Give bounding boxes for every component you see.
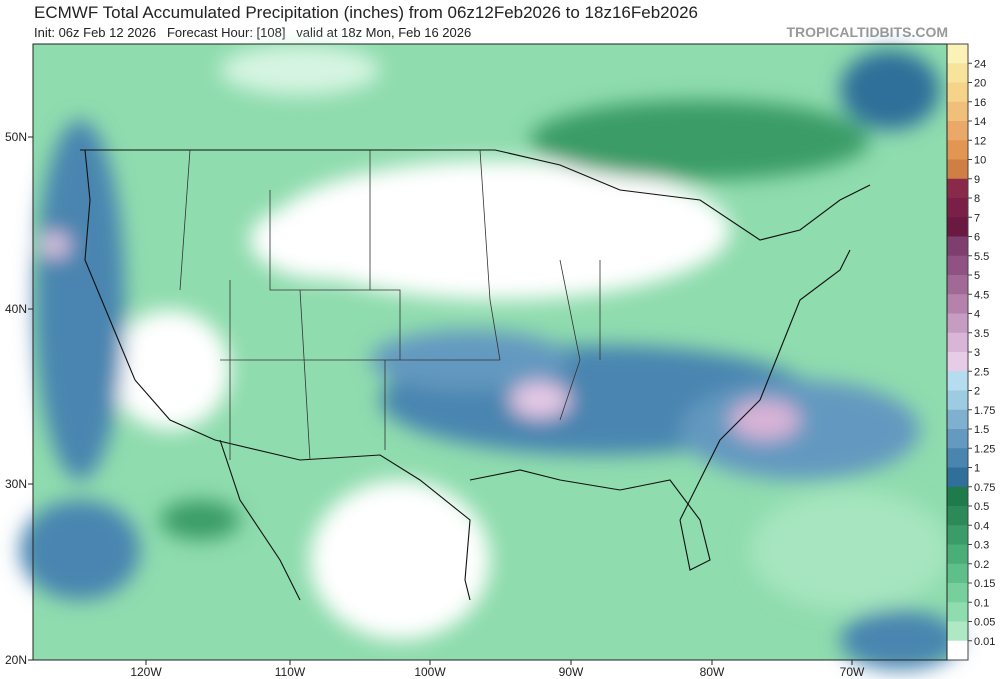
colorbar-swatch (947, 255, 968, 276)
colorbar-label: 1.75 (974, 405, 995, 417)
colorbar: 24 20 16 14 12 10 9 8 7 6 5.5 5 4.5 4 3.5 3 2.5 2 1.75 1.5 1… (946, 43, 995, 661)
subtitle: Init: 06z Feb 12 2026 Forecast Hour: [10… (34, 25, 472, 40)
colorbar-label: 12 (974, 135, 986, 147)
colorbar-swatch (947, 313, 968, 334)
colorbar-label: 14 (974, 116, 986, 128)
colorbar-swatch (947, 621, 968, 642)
colorbar-swatch (947, 486, 968, 507)
colorbar-label: 0.5 (974, 501, 989, 513)
colorbar-label: 1 (974, 463, 980, 475)
lat-label: 30N (5, 477, 27, 491)
colorbar-label: 0.15 (974, 578, 995, 590)
colorbar-swatch (947, 563, 968, 584)
colorbar-label: 4.5 (974, 289, 989, 301)
lon-label: 110W (275, 665, 306, 679)
colorbar-label: 6 (974, 232, 980, 244)
colorbar-swatch (947, 429, 968, 449)
colorbar-swatch (947, 544, 968, 565)
colorbar-label: 3.5 (974, 328, 989, 340)
lon-label: 100W (414, 665, 446, 679)
colorbar-label: 0.75 (974, 482, 995, 494)
coastline (84, 149, 471, 601)
colorbar-label: 7 (974, 212, 980, 224)
lon-label: 120W (130, 665, 162, 679)
colorbar-swatch (947, 121, 968, 141)
colorbar-swatch (947, 371, 968, 391)
colorbar-label: 5.5 (974, 251, 989, 263)
colorbar-swatch (947, 294, 968, 314)
colorbar-swatch (947, 467, 968, 488)
colorbar-label: 10 (974, 155, 986, 167)
colorbar-swatch (947, 409, 968, 430)
coastline (219, 439, 301, 601)
coastline (679, 249, 851, 521)
map-field (20, 44, 960, 670)
coastline (469, 469, 711, 571)
colorbar-swatch (947, 525, 968, 545)
colorbar-label: 0.4 (974, 520, 989, 532)
lat-label: 20N (5, 653, 27, 667)
colorbar-swatch (947, 217, 968, 237)
colorbar-swatch (947, 275, 968, 295)
colorbar-swatch (947, 178, 968, 199)
colorbar-label: 24 (974, 58, 986, 70)
colorbar-swatch (947, 101, 968, 122)
colorbar-swatch (947, 198, 968, 218)
colorbar-label: 9 (974, 174, 980, 186)
colorbar-swatch (947, 602, 968, 622)
lon-label: 90W (559, 665, 584, 679)
colorbar-swatch (947, 640, 968, 661)
lon-label: 70W (840, 665, 865, 679)
colorbar-swatch (947, 332, 968, 353)
title: ECMWF Total Accumulated Precipitation (i… (34, 3, 698, 22)
colorbar-label: 3 (974, 347, 980, 359)
graticule: 50N 40N 30N 20N 120W 110W 100W 90W 80W 70W (5, 130, 865, 679)
colorbar-label: 0.01 (974, 636, 995, 648)
colorbar-swatch (947, 236, 968, 257)
colorbar-label: 20 (974, 78, 986, 90)
border (80, 149, 871, 241)
colorbar-swatch (947, 352, 968, 372)
state-lines (179, 149, 601, 461)
lon-label: 80W (700, 665, 725, 679)
colorbar-label: 0.05 (974, 617, 995, 629)
colorbar-swatch (947, 44, 968, 64)
colorbar-swatch (947, 140, 968, 160)
lat-label: 50N (5, 130, 27, 144)
colorbar-swatch (947, 63, 968, 83)
colorbar-swatch (947, 390, 968, 411)
colorbar-label: 0.2 (974, 559, 989, 571)
colorbar-label: 5 (974, 270, 980, 282)
boundaries (80, 149, 871, 601)
map-frame (32, 43, 948, 661)
colorbar-label: 2.5 (974, 366, 989, 378)
colorbar-label: 1.25 (974, 443, 995, 455)
colorbar-label: 0.3 (974, 540, 989, 552)
colorbar-label: 0.1 (974, 597, 989, 609)
colorbar-label: 8 (974, 193, 980, 205)
source: TROPICALTIDBITS.COM (786, 24, 948, 40)
colorbar-swatch (947, 159, 968, 180)
colorbar-label: 2 (974, 386, 980, 398)
colorbar-swatch (947, 506, 968, 526)
colorbar-label: 1.5 (974, 424, 989, 436)
lat-label: 40N (5, 302, 27, 316)
colorbar-swatch (947, 448, 968, 468)
colorbar-swatch (947, 583, 968, 603)
colorbar-swatch (947, 82, 968, 103)
colorbar-label: 16 (974, 97, 986, 109)
colorbar-label: 4 (974, 309, 980, 321)
